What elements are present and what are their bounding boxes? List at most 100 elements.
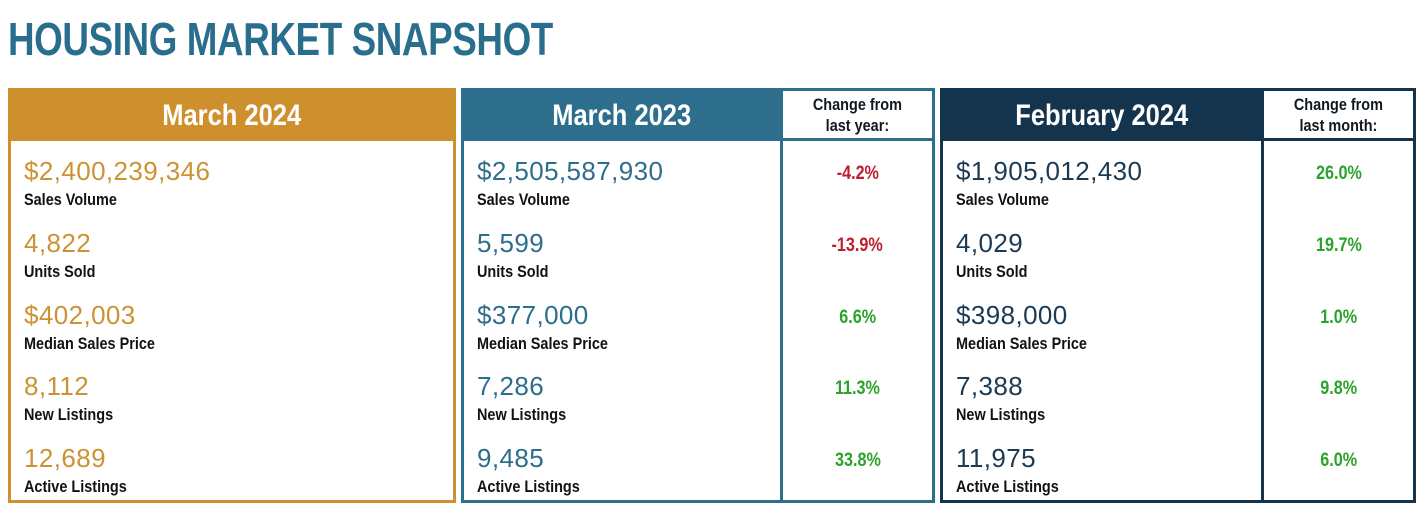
metric-row-new-listings: 7,388 New Listings 9.8% — [943, 356, 1413, 429]
metric-value: 4,822 — [24, 227, 92, 258]
metric-value: $2,400,239,346 — [24, 156, 211, 186]
panel-february-2024: February 2024 Change from last month: $1… — [940, 88, 1416, 503]
metric-label-text: Median Sales Price — [477, 333, 608, 353]
panel-march-2024-header: March 2024 — [11, 91, 453, 141]
change-cell: 1.0% — [1261, 284, 1413, 357]
metric-value: 11,975 — [956, 443, 1036, 474]
change-cell: 26.0% — [1261, 141, 1413, 213]
metric-row-median-sales-price: $398,000 Median Sales Price 1.0% — [943, 284, 1413, 357]
metric-row-units-sold: 5,599 Units Sold -13.9% — [464, 212, 932, 285]
change-cell: -13.9% — [780, 212, 932, 285]
metric-label-text: Sales Volume — [477, 190, 570, 209]
month-header-text: March 2024 — [162, 99, 302, 132]
metric-row-new-listings: 7,286 New Listings 11.3% — [464, 356, 932, 429]
metric-label: Active Listings — [24, 476, 453, 497]
change-header-line1: Change from — [1293, 94, 1384, 114]
panel-february-2024-header: February 2024 Change from last month: — [943, 91, 1413, 141]
metric-value: 8,112 — [24, 371, 90, 402]
metric-cell: 12,689 Active Listings — [11, 428, 453, 500]
metric-label: Active Listings — [477, 476, 780, 497]
change-value: 19.7% — [1315, 234, 1362, 256]
metric-label-text: Units Sold — [956, 261, 1028, 281]
metric-value: $402,003 — [24, 299, 136, 330]
change-cell: -4.2% — [780, 141, 932, 213]
metric-cell: 9,485 Active Listings — [464, 428, 780, 500]
metric-cell: 7,388 New Listings — [943, 356, 1261, 428]
metric-label: New Listings — [956, 404, 1261, 425]
metric-row-new-listings: 8,112 New Listings — [11, 356, 453, 428]
housing-market-snapshot: HOUSING MARKET SNAPSHOT March 2024 $2,40… — [8, 12, 1421, 503]
metric-label: Units Sold — [956, 261, 1261, 282]
panel-march-2024: March 2024 $2,400,239,346 Sales Volume 4… — [8, 88, 456, 503]
change-cell: 6.0% — [1261, 428, 1413, 500]
month-header: March 2024 — [11, 91, 453, 141]
page-title: HOUSING MARKET SNAPSHOT — [8, 12, 1421, 66]
metric-label-text: Sales Volume — [956, 190, 1049, 209]
metric-label-text: New Listings — [24, 405, 114, 425]
metric-label-text: Units Sold — [477, 261, 549, 281]
metric-row-sales-volume: $1,905,012,430 Sales Volume 26.0% — [943, 141, 1413, 213]
metric-label-text: Units Sold — [24, 261, 96, 281]
metric-value: 7,286 — [477, 371, 545, 402]
change-value: 6.6% — [839, 306, 876, 328]
metric-value: 9,485 — [477, 443, 545, 474]
metric-cell: 8,112 New Listings — [11, 356, 453, 428]
metric-value: $398,000 — [956, 299, 1068, 330]
month-header: March 2023 — [464, 91, 780, 141]
metric-label-text: Active Listings — [956, 477, 1059, 497]
change-column-header-text: Change from last month: — [1294, 94, 1383, 136]
month-header: February 2024 — [943, 91, 1261, 141]
change-header-line1: Change from — [812, 94, 903, 114]
metric-label-text: New Listings — [477, 405, 567, 425]
metric-label: Sales Volume — [477, 189, 780, 210]
metric-label-text: Median Sales Price — [24, 333, 155, 353]
metric-row-units-sold: 4,029 Units Sold 19.7% — [943, 212, 1413, 285]
metric-cell: 7,286 New Listings — [464, 356, 780, 428]
metric-label: Median Sales Price — [477, 333, 780, 354]
metric-row-sales-volume: $2,400,239,346 Sales Volume — [11, 141, 453, 213]
page-title-text: HOUSING MARKET SNAPSHOT — [8, 13, 553, 65]
metric-cell: $2,505,587,930 Sales Volume — [464, 141, 780, 213]
panel-march-2023-body: $2,505,587,930 Sales Volume -4.2% 5,599 … — [464, 141, 932, 500]
change-cell: 11.3% — [780, 356, 932, 429]
metric-cell: 5,599 Units Sold — [464, 213, 780, 285]
metric-row-active-listings: 9,485 Active Listings 33.8% — [464, 428, 932, 500]
change-value: 6.0% — [1320, 450, 1357, 472]
metric-value: $377,000 — [477, 299, 589, 330]
metric-label: Median Sales Price — [956, 333, 1261, 354]
change-header-line2: last month: — [1299, 115, 1378, 135]
metric-cell: 11,975 Active Listings — [943, 428, 1261, 500]
metric-cell: $402,003 Median Sales Price — [11, 285, 453, 357]
change-value: 9.8% — [1320, 378, 1357, 400]
metric-cell: $398,000 Median Sales Price — [943, 285, 1261, 357]
metric-cell: $377,000 Median Sales Price — [464, 285, 780, 357]
change-value: -13.9% — [831, 234, 884, 256]
change-value: 26.0% — [1315, 163, 1362, 184]
change-value: 11.3% — [835, 378, 880, 400]
metric-label-text: Active Listings — [477, 477, 580, 497]
panel-march-2023-header: March 2023 Change from last year: — [464, 91, 932, 141]
metric-cell: $2,400,239,346 Sales Volume — [11, 141, 453, 213]
change-value: 1.0% — [1320, 306, 1357, 328]
metric-row-active-listings: 12,689 Active Listings — [11, 428, 453, 500]
change-cell: 33.8% — [780, 428, 932, 500]
snapshot-panels: March 2024 $2,400,239,346 Sales Volume 4… — [8, 88, 1421, 503]
panel-march-2023: March 2023 Change from last year: $2,505… — [461, 88, 935, 503]
metric-row-median-sales-price: $377,000 Median Sales Price 6.6% — [464, 284, 932, 357]
metric-label: Active Listings — [956, 476, 1261, 497]
metric-value: 4,029 — [956, 227, 1024, 258]
change-column-header: Change from last month: — [1261, 91, 1413, 141]
change-value: -4.2% — [836, 163, 879, 184]
metric-value: 12,689 — [24, 443, 106, 474]
metric-label: Units Sold — [24, 261, 453, 282]
metric-value: $1,905,012,430 — [956, 156, 1143, 186]
panel-february-2024-body: $1,905,012,430 Sales Volume 26.0% 4,029 … — [943, 141, 1413, 500]
metric-value: 5,599 — [477, 227, 545, 258]
change-cell: 9.8% — [1261, 356, 1413, 429]
change-value: 33.8% — [834, 450, 881, 472]
metric-label: New Listings — [24, 404, 453, 425]
month-header-text: March 2023 — [552, 99, 692, 132]
panel-march-2024-body: $2,400,239,346 Sales Volume 4,822 Units … — [11, 141, 453, 500]
metric-label-text: New Listings — [956, 405, 1046, 425]
change-column-header: Change from last year: — [780, 91, 932, 141]
